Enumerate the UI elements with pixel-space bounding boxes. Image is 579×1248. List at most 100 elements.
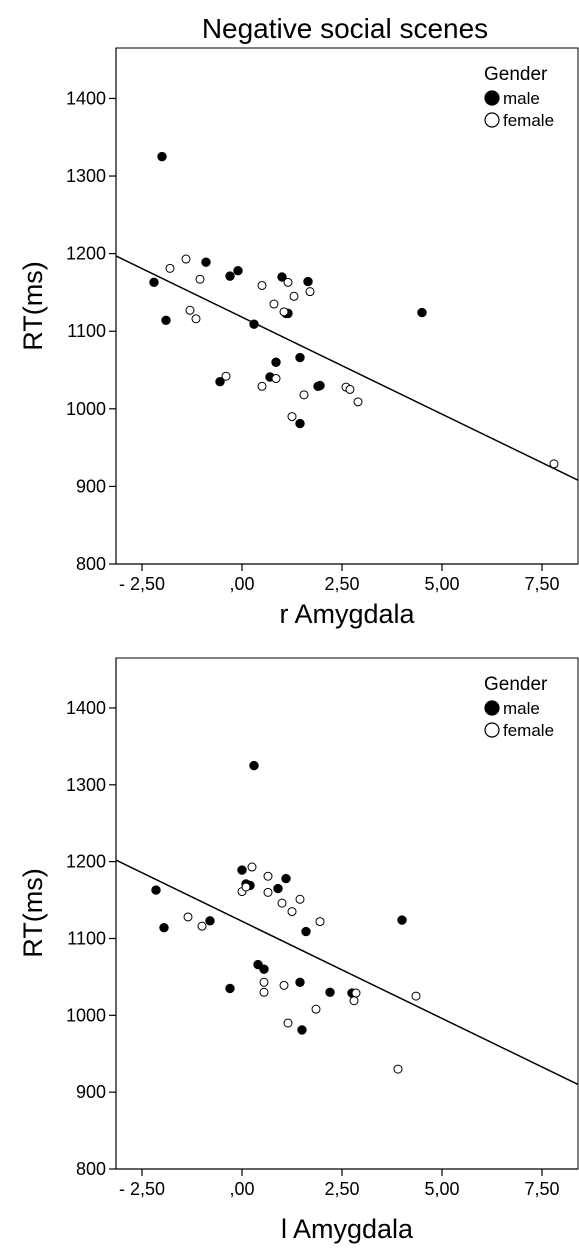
data-point-male [249,319,259,329]
legend-marker-female [484,722,500,738]
data-point-female [315,917,325,927]
data-point-female [299,390,309,400]
y-axis-title: RT(ms) [18,261,48,350]
data-point-female [311,1004,321,1014]
x-tick-label: 7,50 [524,1179,559,1199]
data-point-female [221,371,231,381]
legend: Gender male female [484,674,554,740]
data-point-male [215,376,225,387]
x-tick-label: ,00 [229,574,254,594]
fit-group [115,859,579,1086]
legend-marker-male [484,90,500,106]
data-point-male [157,151,167,162]
legend-label: female [503,721,554,740]
data-point-female [185,305,195,315]
data-point-female [263,871,273,881]
y-tick-label: 1300 [66,775,106,795]
data-point-female [191,314,201,324]
legend: Gender male female [484,64,554,130]
x-axis-title: l Amygdala [281,1214,414,1244]
data-point-female [289,291,299,301]
tick-group: 800 900 1000 1100 1200 1300 1400 - 2,50 ,00 2,50 5… [66,88,560,594]
data-point-male [295,352,305,363]
y-tick-label: 1100 [67,321,106,341]
data-point-male [161,315,171,326]
tick-group: 800 900 1000 1100 1200 1300 1400 - 2,50 ,00 2,50 5… [66,698,560,1199]
data-point-male [237,865,247,875]
data-point-male [303,276,313,287]
data-point-male [297,1025,307,1035]
data-point-male [295,418,305,429]
legend-label: male [503,699,540,718]
data-point-female [195,274,205,284]
x-axis-title: r Amygdala [279,599,415,629]
data-point-female [353,397,363,407]
y-tick-label: 1300 [66,166,106,186]
data-point-female [411,991,421,1001]
data-point-male [295,977,305,987]
regression-line [115,859,579,1086]
legend-title: Gender [484,64,548,85]
y-axis-title: RT(ms) [18,868,48,957]
figure-title: Negative social scenes [202,13,488,44]
data-point-male [151,885,161,895]
data-point-male [271,357,281,367]
data-point-female [271,374,281,384]
x-tick-label: 2,50 [324,1179,359,1199]
x-tick-label: 7,50 [524,574,559,594]
legend-title: Gender [484,674,548,695]
data-point-female [241,882,251,892]
data-point-male [201,257,211,267]
data-point-female [283,277,293,287]
data-point-male [325,987,335,997]
regression-line [115,255,579,481]
data-point-male [301,926,311,937]
y-tick-label: 1000 [66,399,106,419]
y-tick-label: 800 [76,1159,106,1179]
data-point-female [165,263,175,273]
x-tick-label: ,00 [229,1179,254,1199]
x-tick-label: 5,00 [424,1179,459,1199]
data-point-male [159,923,169,933]
data-point-female [393,1064,403,1074]
data-point-female [345,384,355,394]
legend-label: female [503,111,554,130]
data-point-male [205,916,215,926]
data-point-male [315,380,325,391]
scatter-chart-l-amygdala: 800 900 1000 1100 1200 1300 1400 - 2,50 ,00 2,50 5… [18,657,579,1244]
data-point-male [281,873,291,884]
scatter-chart-r-amygdala: 800 900 1000 1100 1200 1300 1400 - 2,50 ,00 2,50 5… [18,47,579,629]
y-tick-label: 1200 [66,244,106,264]
data-point-female [287,907,297,917]
points-group [151,760,421,1074]
data-point-female [279,307,289,317]
y-tick-label: 1000 [66,1005,106,1025]
data-point-female [279,980,289,990]
data-point-male [233,265,243,276]
data-point-female [549,459,559,469]
data-point-female [257,381,267,391]
points-group [149,151,559,469]
y-tick-label: 1200 [66,852,106,872]
data-point-female [183,912,193,922]
legend-label: male [503,89,540,108]
data-point-female [263,887,273,897]
y-tick-label: 800 [76,554,106,574]
data-point-male [259,964,269,974]
data-point-male [273,883,283,894]
legend-marker-male [484,700,500,716]
data-point-female [247,862,257,872]
data-point-female [257,280,267,290]
data-point-female [181,254,191,264]
data-point-female [269,299,279,309]
data-point-female [305,287,315,297]
data-point-female [351,988,361,998]
data-point-male [397,915,407,925]
data-point-female [277,898,287,908]
y-tick-label: 1400 [66,698,106,718]
data-point-female [349,996,359,1006]
data-point-female [259,987,269,997]
fit-group [115,255,579,481]
y-tick-label: 900 [76,1082,106,1102]
x-tick-label: - 2,50 [119,1179,165,1199]
